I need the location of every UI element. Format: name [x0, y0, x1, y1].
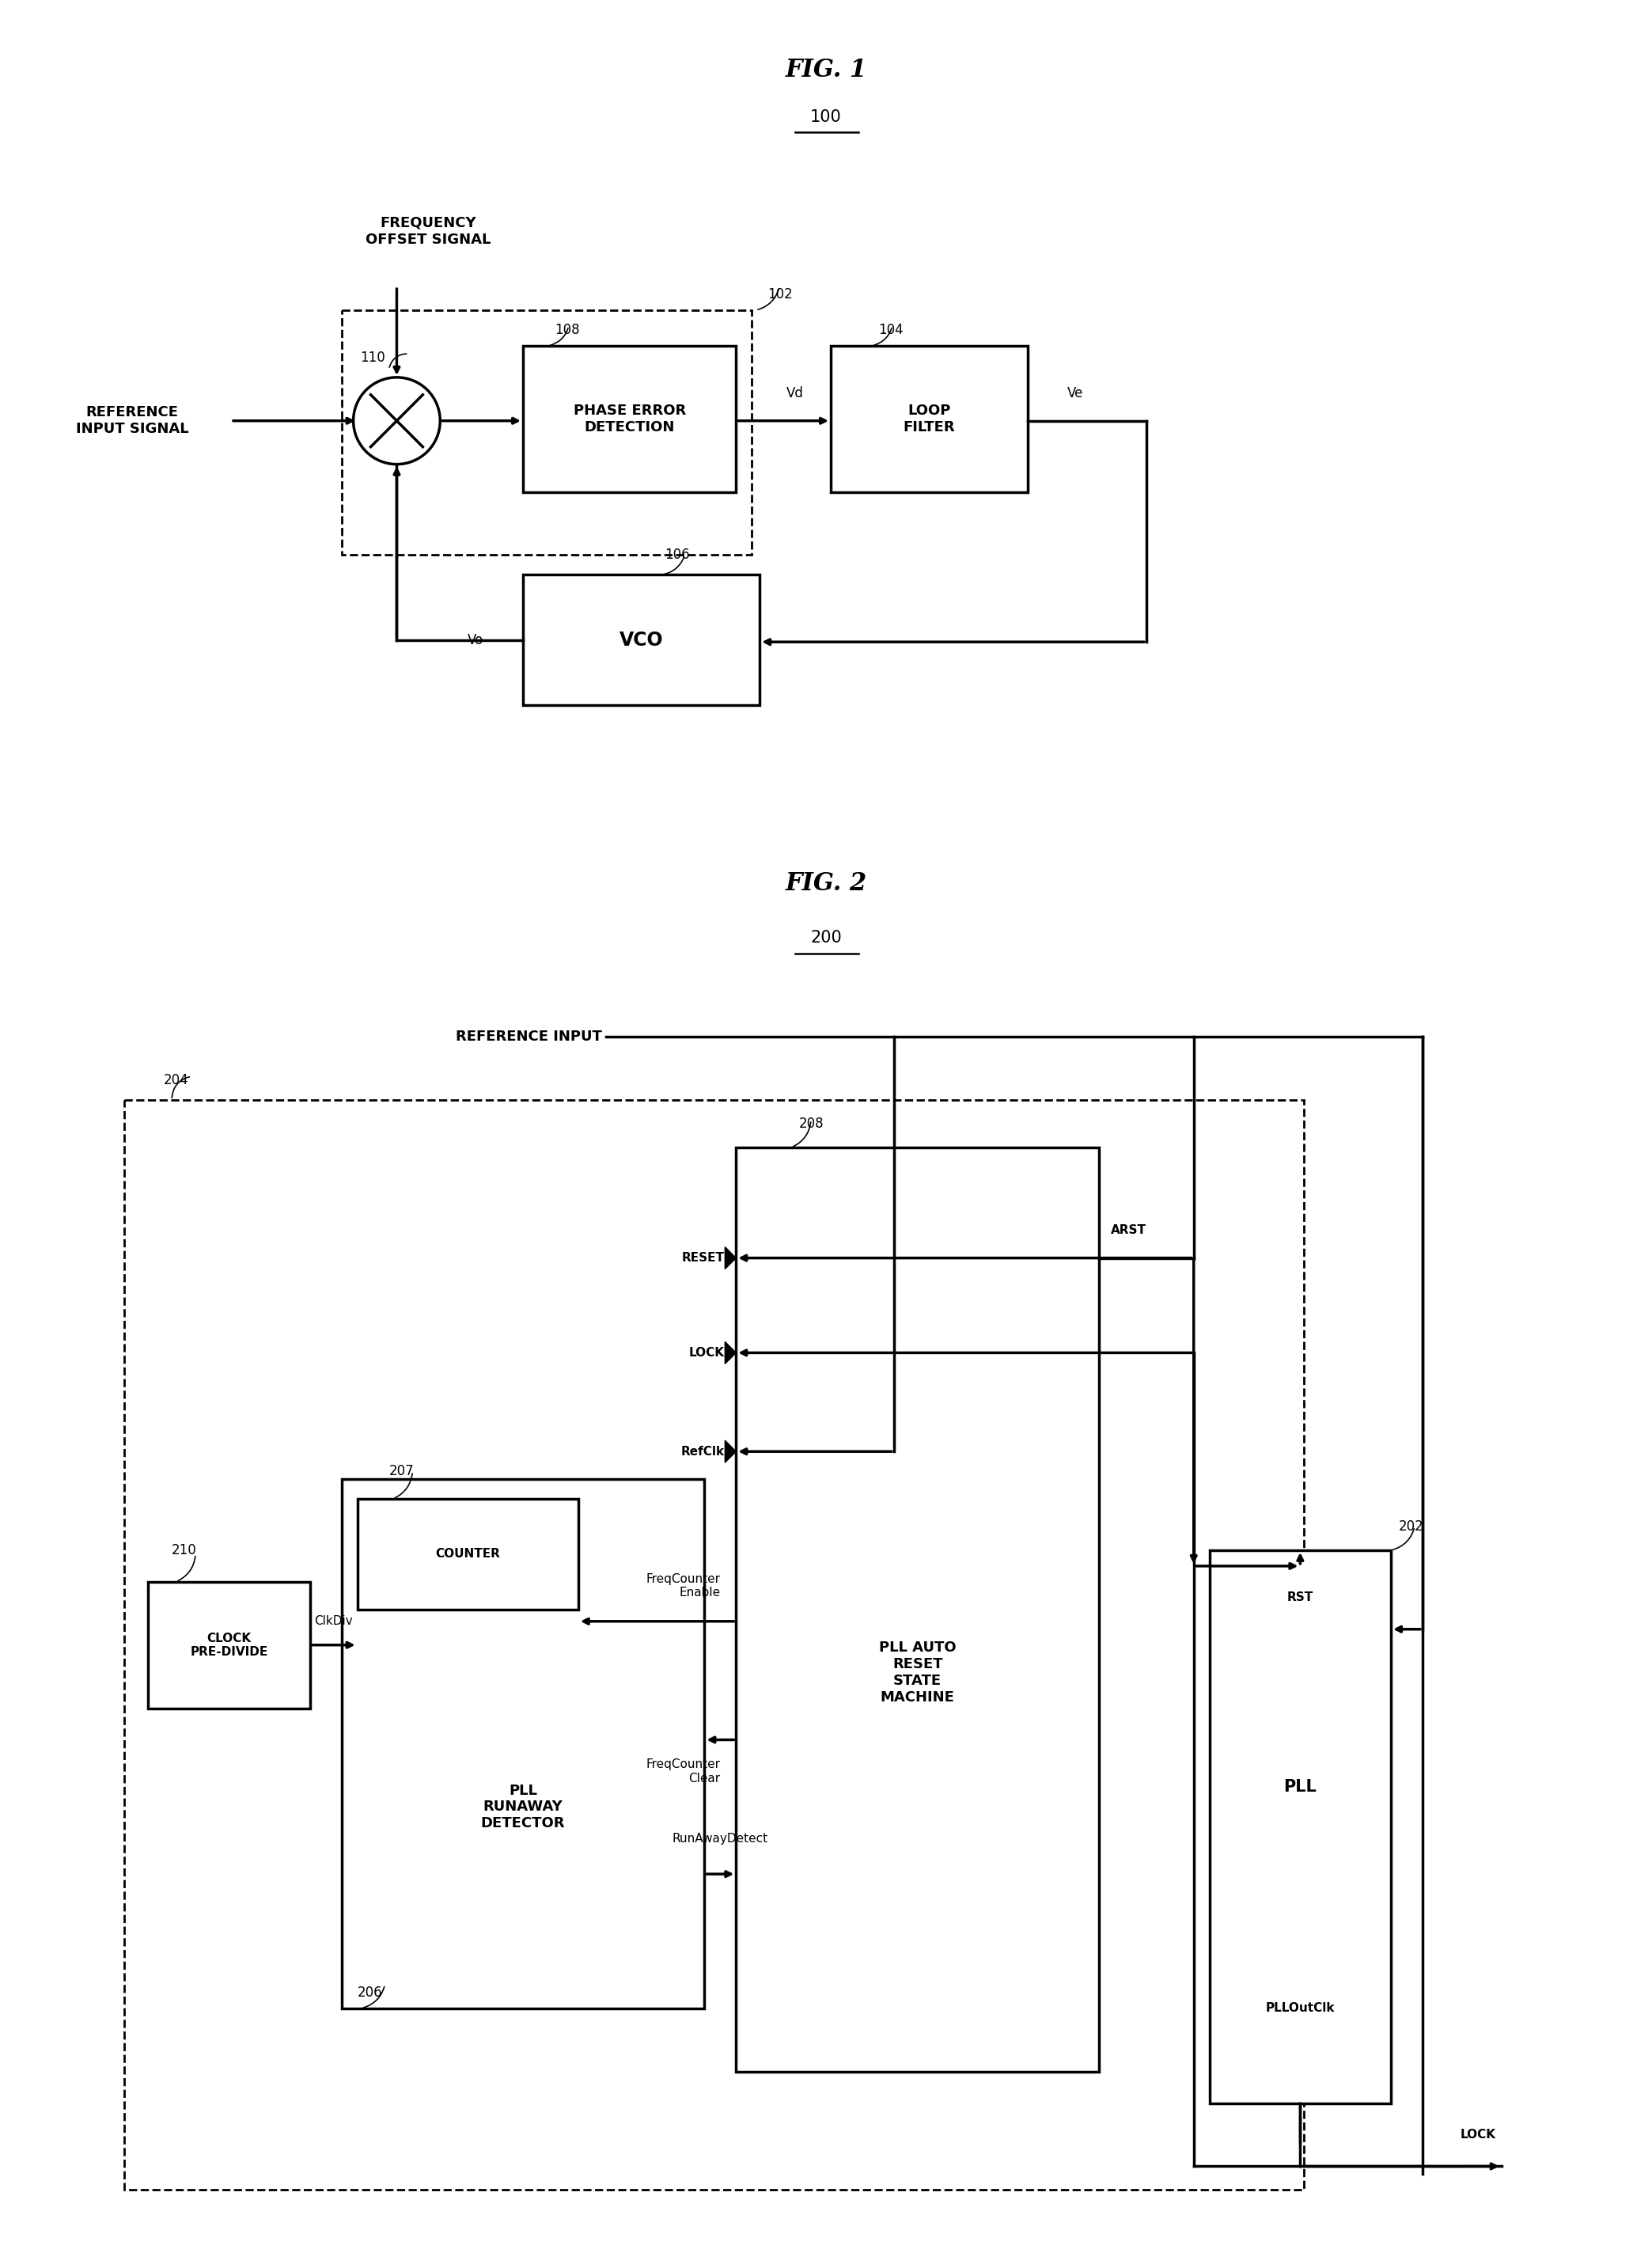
Text: 204: 204 [164, 1072, 188, 1088]
Text: PLLOutClk: PLLOutClk [1265, 2003, 1335, 2014]
Text: 210: 210 [172, 1543, 197, 1557]
Bar [524, 575, 760, 705]
Bar [342, 1480, 704, 2007]
Text: ARST: ARST [1110, 1223, 1146, 1237]
Text: 110: 110 [360, 351, 385, 365]
Text: Vo: Vo [468, 633, 484, 647]
Text: 207: 207 [388, 1464, 415, 1478]
Text: 208: 208 [800, 1117, 824, 1131]
Text: Vd: Vd [786, 385, 805, 401]
Text: CLOCK
PRE-DIVIDE: CLOCK PRE-DIVIDE [190, 1631, 268, 1658]
Text: FREQUENCY
OFFSET SIGNAL: FREQUENCY OFFSET SIGNAL [365, 216, 491, 246]
Text: LOCK: LOCK [689, 1347, 724, 1359]
Text: VCO: VCO [620, 631, 664, 649]
Text: PLL
RUNAWAY
DETECTOR: PLL RUNAWAY DETECTOR [481, 1784, 565, 1829]
Text: Ve: Ve [1067, 385, 1084, 401]
Bar [1209, 1550, 1391, 2102]
Polygon shape [725, 1440, 737, 1462]
Bar [737, 1147, 1099, 2071]
Text: 102: 102 [768, 288, 793, 302]
Text: ClkDiv: ClkDiv [314, 1615, 354, 1627]
Text: REFERENCE
INPUT SIGNAL: REFERENCE INPUT SIGNAL [76, 406, 188, 437]
Bar [149, 1582, 311, 1708]
Text: 104: 104 [879, 322, 904, 338]
Bar [831, 345, 1028, 491]
Text: 206: 206 [357, 1985, 382, 2001]
Text: FreqCounter
Clear: FreqCounter Clear [646, 1760, 720, 1784]
Text: 202: 202 [1399, 1519, 1424, 1534]
Text: RST: RST [1287, 1591, 1313, 1604]
Text: PLL AUTO
RESET
STATE
MACHINE: PLL AUTO RESET STATE MACHINE [879, 1640, 957, 1706]
Text: 108: 108 [555, 322, 580, 338]
Bar [357, 1498, 578, 1609]
Text: COUNTER: COUNTER [436, 1548, 501, 1559]
Text: RefClk: RefClk [681, 1446, 724, 1458]
Text: 106: 106 [666, 547, 691, 563]
Text: PHASE ERROR
DETECTION: PHASE ERROR DETECTION [573, 403, 686, 435]
Text: FIG. 1: FIG. 1 [785, 59, 867, 81]
Text: LOOP
FILTER: LOOP FILTER [904, 403, 955, 435]
Text: PLL: PLL [1284, 1780, 1317, 1796]
Bar [342, 311, 752, 554]
Polygon shape [725, 1246, 737, 1268]
Text: RunAwayDetect: RunAwayDetect [672, 1832, 768, 1845]
Text: RESET: RESET [682, 1253, 724, 1264]
Bar [524, 345, 737, 491]
Polygon shape [725, 1343, 737, 1363]
Text: FreqCounter
Enable: FreqCounter Enable [646, 1573, 720, 1600]
Bar [124, 1099, 1303, 2190]
Text: LOCK: LOCK [1460, 2129, 1495, 2140]
Text: 200: 200 [809, 930, 843, 946]
Text: FIG. 2: FIG. 2 [785, 872, 867, 894]
Text: REFERENCE INPUT: REFERENCE INPUT [456, 1030, 601, 1043]
Text: 100: 100 [809, 108, 843, 124]
